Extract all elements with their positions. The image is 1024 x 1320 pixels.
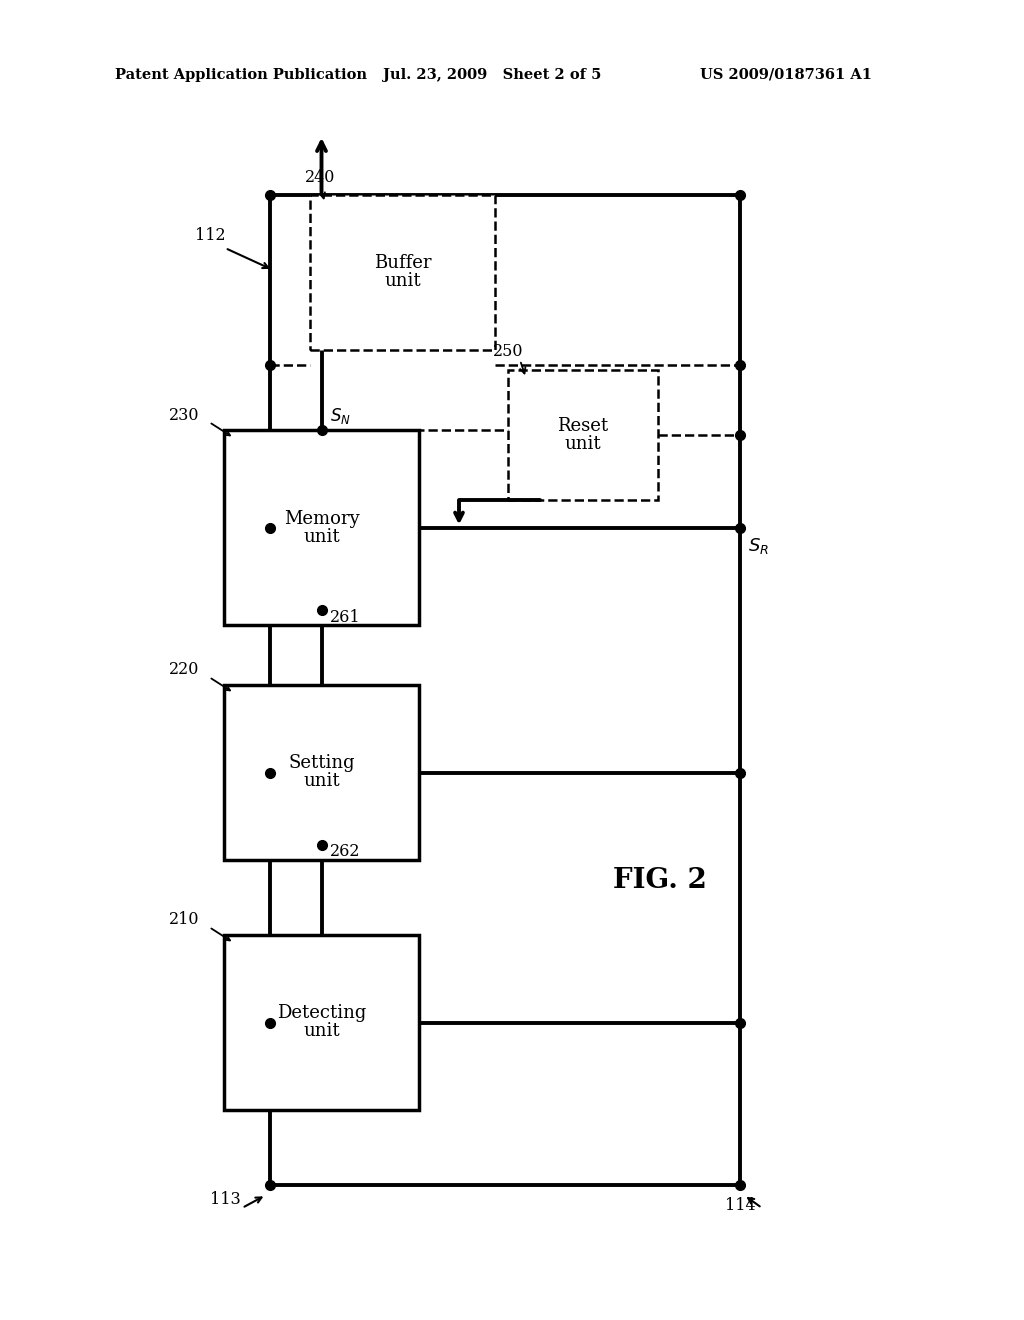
Text: 112: 112 [195,227,225,243]
Bar [310,195,495,350]
Text: $S_R$: $S_R$ [748,536,769,556]
Text: unit: unit [384,272,421,290]
Text: unit: unit [303,528,340,545]
Text: 261: 261 [330,609,360,626]
Bar [224,685,419,861]
Bar [224,430,419,624]
Text: unit: unit [303,772,340,791]
Text: 113: 113 [210,1192,241,1209]
Text: Jul. 23, 2009   Sheet 2 of 5: Jul. 23, 2009 Sheet 2 of 5 [383,69,601,82]
Bar [508,370,658,500]
Text: 220: 220 [169,661,200,678]
Text: 210: 210 [169,912,200,928]
Text: Detecting: Detecting [276,1005,367,1023]
Text: Memory: Memory [284,510,359,528]
Text: 114: 114 [725,1196,756,1213]
Text: $S_N$: $S_N$ [330,407,350,426]
Text: 230: 230 [169,407,200,424]
Text: 250: 250 [493,343,523,360]
Text: Buffer: Buffer [374,255,431,272]
Text: unit: unit [303,1023,340,1040]
Text: Patent Application Publication: Patent Application Publication [115,69,367,82]
Text: FIG. 2: FIG. 2 [613,866,707,894]
Text: unit: unit [564,436,601,453]
Text: Reset: Reset [557,417,608,436]
Text: 240: 240 [305,169,336,186]
Text: 262: 262 [330,843,360,861]
Text: US 2009/0187361 A1: US 2009/0187361 A1 [700,69,872,82]
Text: Setting: Setting [288,755,354,772]
Bar [224,935,419,1110]
